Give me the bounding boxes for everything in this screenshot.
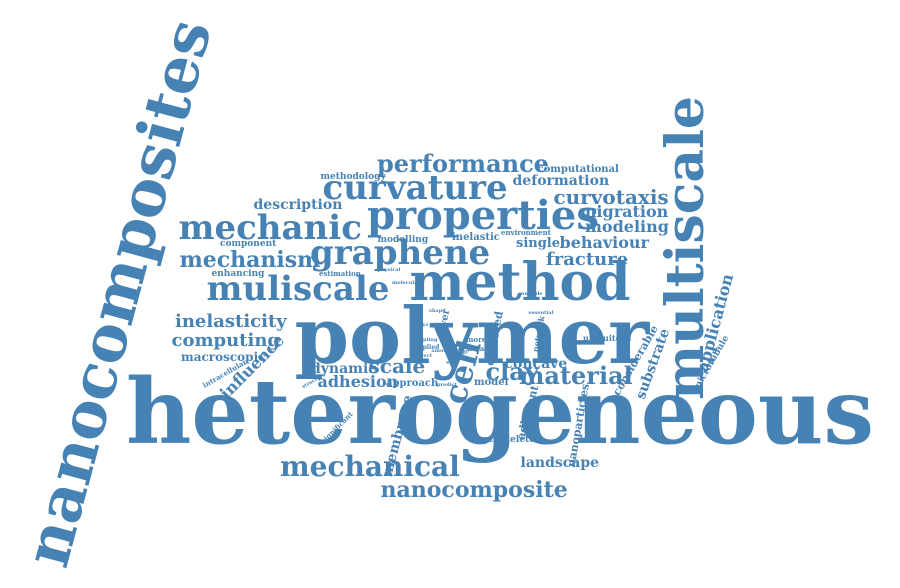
word-performance: performance <box>377 149 549 178</box>
word-more: more <box>466 334 487 344</box>
word-computing: computing <box>171 330 281 351</box>
word-mechanism: mechanism <box>179 247 321 273</box>
word-description: description <box>253 197 343 213</box>
word-multiple: multiple <box>519 290 543 297</box>
word-modeling: modeling <box>585 217 669 236</box>
word-predict: predict <box>437 381 458 388</box>
word-adhesion: adhesion <box>317 372 399 391</box>
word-environment: environment <box>501 227 551 237</box>
word-heterogeneous: heterogeneous <box>126 359 874 465</box>
word-essential: essential <box>528 309 554 316</box>
word-enhancing: enhancing <box>211 268 265 279</box>
word-curvature: curvature <box>322 168 508 208</box>
word-single: single <box>516 235 561 251</box>
word-muliscale: muliscale <box>206 269 390 309</box>
word-physical: physical <box>377 266 401 273</box>
word-mechanic: mechanic <box>178 208 362 248</box>
word-methodology: methodology <box>320 171 386 182</box>
word-landscape: landscape <box>520 455 600 471</box>
word-component: component <box>220 238 277 249</box>
word-fracture: fracture <box>546 249 629 270</box>
word-shape: shape <box>429 307 446 314</box>
word-behaviour: behaviour <box>559 233 649 252</box>
word-amount: amount <box>431 347 453 354</box>
word-nanocomposite: nanocomposite <box>380 477 568 503</box>
word-deformation: deformation <box>512 173 610 189</box>
word-cellular: cellular <box>458 343 489 353</box>
word-nanocomposites: nanocomposites <box>9 11 226 575</box>
word-dynamic: dynamic <box>311 361 377 377</box>
word-inelastic: inelastic <box>452 232 500 243</box>
word-molecular: molecular <box>392 279 421 286</box>
word-material: material <box>519 361 633 390</box>
word-curvotaxis: curvotaxis <box>553 185 669 209</box>
word-polymer: polymer <box>294 291 650 382</box>
word-method: method <box>409 252 631 313</box>
word-mechanical: mechanical <box>280 450 460 483</box>
word-computational: computational <box>537 164 619 175</box>
word-macroscopic: macroscopic <box>181 350 266 364</box>
word-applied: applied <box>414 344 440 351</box>
word-phys: phys <box>415 321 429 328</box>
word-concave: concave <box>504 356 568 372</box>
word-approach: approach <box>386 378 439 389</box>
word-cytoskeleton: cytoskeleton <box>478 434 542 445</box>
word-ubiquitous: ubiquitous <box>583 333 632 343</box>
word-model: model <box>474 377 509 388</box>
word-direct: direct <box>415 352 433 359</box>
word-estimation: estimation <box>319 268 361 278</box>
word-inelasticity: inelasticity <box>175 311 287 332</box>
word-coupling: coupling <box>413 336 438 343</box>
word-graphene: graphene <box>310 233 491 273</box>
word-clay: clay <box>485 357 539 386</box>
word-modelling: modelling <box>377 234 429 245</box>
word-properties: properties <box>367 192 599 239</box>
word-scale: scale <box>368 354 426 378</box>
word-migration: migration <box>579 202 669 221</box>
